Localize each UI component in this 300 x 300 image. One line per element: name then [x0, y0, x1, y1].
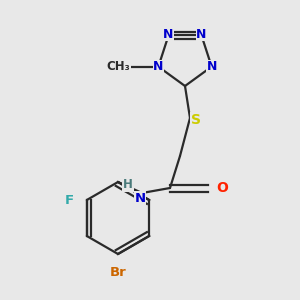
Text: N: N: [196, 28, 207, 41]
Text: N: N: [206, 60, 217, 73]
Text: O: O: [216, 181, 228, 195]
Text: N: N: [164, 28, 174, 41]
Text: N: N: [153, 60, 164, 73]
Text: F: F: [64, 194, 74, 206]
Text: CH₃: CH₃: [106, 60, 130, 73]
Text: Br: Br: [110, 266, 126, 278]
Text: N: N: [134, 191, 146, 205]
Text: S: S: [191, 113, 201, 127]
Text: H: H: [123, 178, 133, 191]
